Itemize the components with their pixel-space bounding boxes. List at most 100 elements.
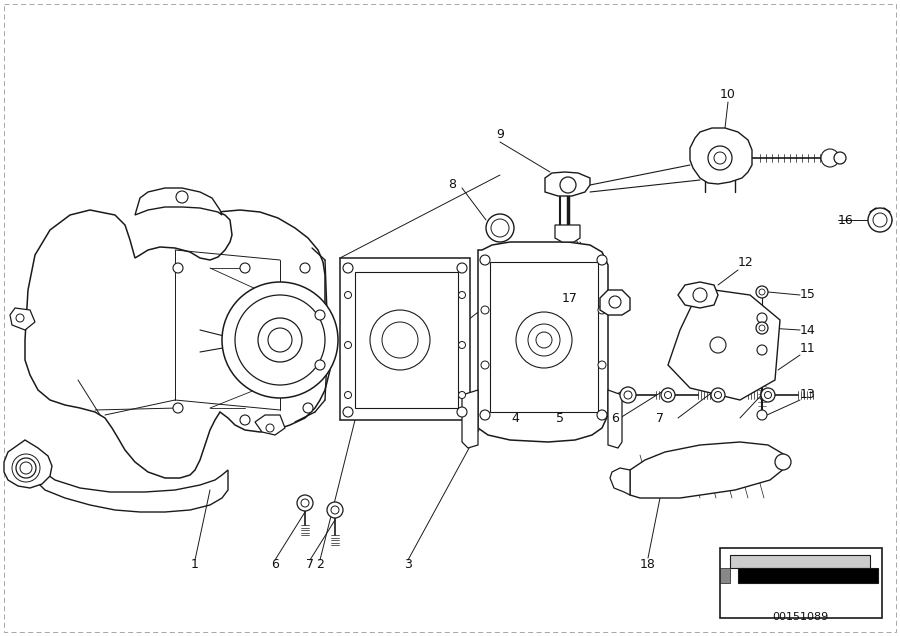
Circle shape [609,296,621,308]
Text: 9: 9 [496,128,504,141]
Circle shape [303,403,313,413]
Circle shape [708,146,732,170]
Text: 7: 7 [306,558,314,572]
Text: 10: 10 [720,88,736,102]
Polygon shape [738,568,878,583]
Polygon shape [630,442,785,498]
Circle shape [757,345,767,355]
Circle shape [597,255,607,265]
Polygon shape [610,468,630,495]
Text: 12: 12 [738,256,754,268]
Circle shape [756,322,768,334]
Circle shape [821,149,839,167]
Circle shape [759,289,765,295]
Text: 5: 5 [556,411,564,424]
Circle shape [714,152,726,164]
Polygon shape [668,288,780,400]
Polygon shape [678,282,718,308]
Polygon shape [608,390,622,448]
Circle shape [759,325,765,331]
Polygon shape [135,188,222,215]
Polygon shape [462,390,478,448]
Polygon shape [730,555,870,568]
Polygon shape [478,242,608,442]
Circle shape [661,388,675,402]
Polygon shape [690,128,752,184]
Circle shape [240,415,250,425]
Circle shape [458,392,465,399]
Circle shape [480,410,490,420]
Circle shape [598,361,606,369]
Circle shape [176,191,188,203]
Circle shape [624,391,632,399]
Polygon shape [555,225,580,242]
Circle shape [761,388,775,402]
Text: 15: 15 [800,289,816,301]
Circle shape [560,177,576,193]
Circle shape [297,495,313,511]
Circle shape [711,388,725,402]
Circle shape [345,392,352,399]
Circle shape [266,424,274,432]
Circle shape [481,361,489,369]
Text: 4: 4 [511,411,519,424]
Circle shape [664,392,671,399]
Circle shape [620,387,636,403]
Circle shape [173,263,183,273]
Polygon shape [30,462,228,512]
Bar [720,548,882,618]
Text: 7: 7 [656,411,664,424]
Circle shape [491,219,509,237]
Circle shape [327,502,343,518]
Circle shape [834,152,846,164]
Polygon shape [355,272,458,408]
Text: 14: 14 [800,324,815,336]
Circle shape [458,291,465,298]
Circle shape [301,499,309,507]
Circle shape [757,410,767,420]
Text: 17: 17 [562,291,578,305]
Circle shape [481,306,489,314]
Circle shape [345,291,352,298]
Polygon shape [490,262,598,412]
Circle shape [343,407,353,417]
Circle shape [315,360,325,370]
Text: 2: 2 [316,558,324,572]
Circle shape [343,263,353,273]
Circle shape [16,314,24,322]
Circle shape [457,263,467,273]
Text: 11: 11 [800,342,815,354]
Text: 00151089: 00151089 [772,612,828,622]
Circle shape [222,282,338,398]
Circle shape [480,255,490,265]
Polygon shape [255,415,285,435]
Circle shape [458,342,465,349]
Circle shape [710,337,726,353]
Text: 3: 3 [404,558,412,572]
Circle shape [597,410,607,420]
Circle shape [345,342,352,349]
Circle shape [258,318,302,362]
Circle shape [873,213,887,227]
Circle shape [536,332,552,348]
Circle shape [16,458,36,478]
Circle shape [331,506,339,514]
Text: 16: 16 [838,214,854,226]
Polygon shape [600,290,630,315]
Circle shape [756,286,768,298]
Circle shape [775,454,791,470]
Circle shape [173,403,183,413]
Polygon shape [720,568,730,583]
Circle shape [757,313,767,323]
Circle shape [598,306,606,314]
Polygon shape [4,440,52,488]
Circle shape [315,310,325,320]
Circle shape [268,328,292,352]
Circle shape [868,208,892,232]
Text: 18: 18 [640,558,656,572]
Circle shape [486,214,514,242]
Text: 8: 8 [448,179,456,191]
Circle shape [764,392,771,399]
Circle shape [300,263,310,273]
Polygon shape [25,210,330,478]
